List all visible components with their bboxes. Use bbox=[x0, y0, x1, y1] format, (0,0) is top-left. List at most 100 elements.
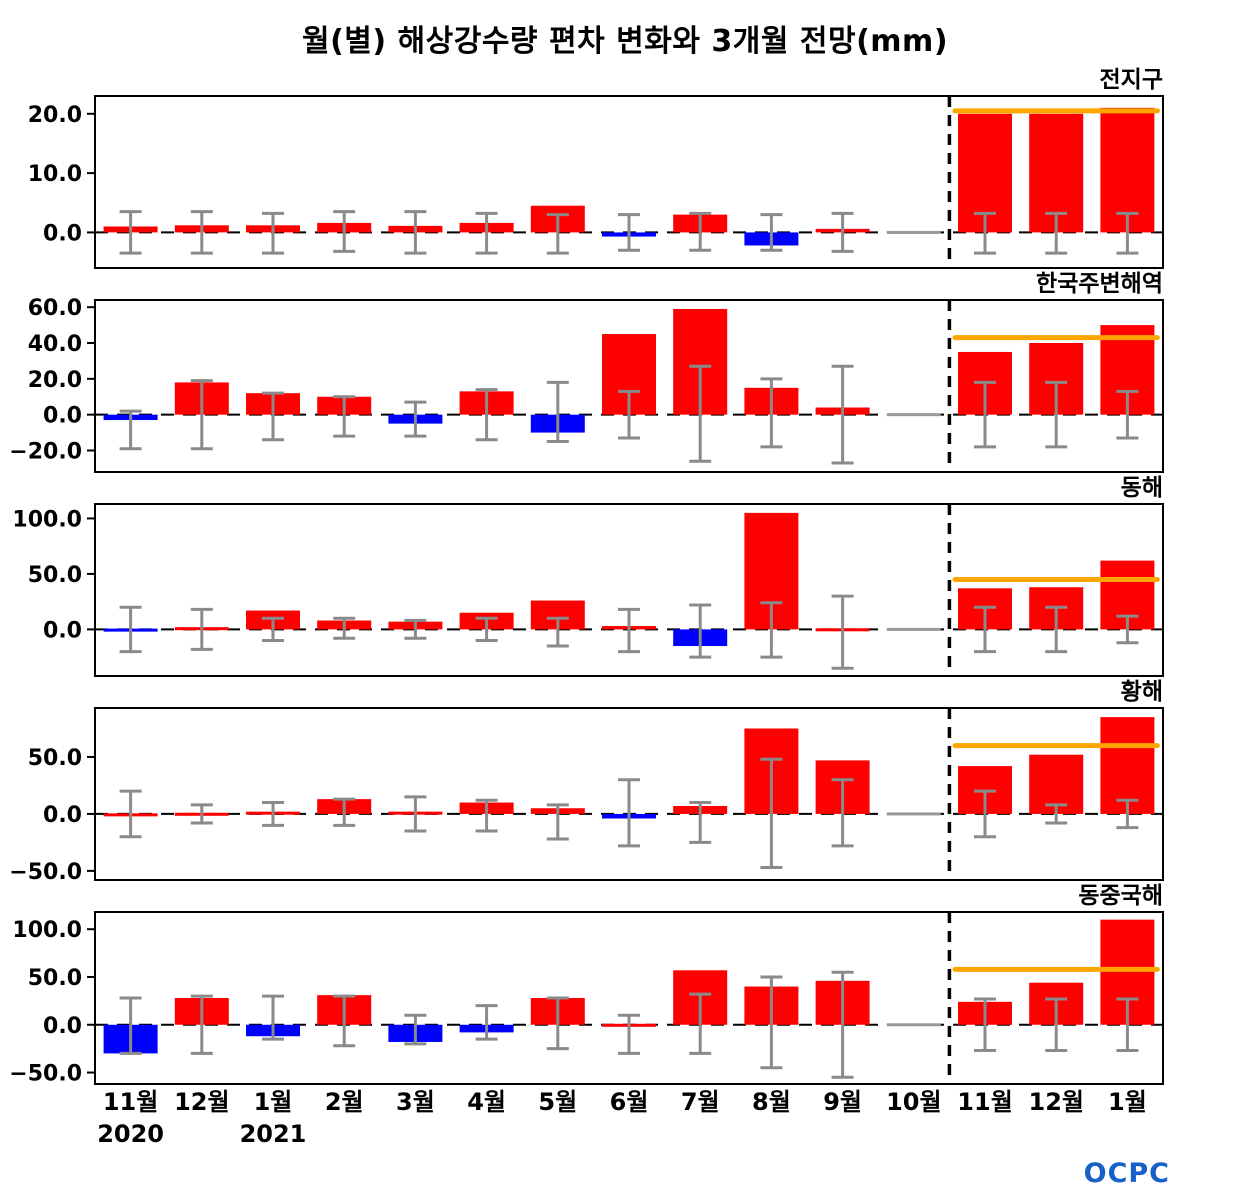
x-axis-year-labels: 2020 2021 bbox=[95, 1118, 1163, 1150]
error-bar bbox=[546, 616, 569, 648]
panel-border bbox=[94, 299, 1164, 473]
error-bar bbox=[1045, 997, 1068, 1053]
error-bar bbox=[190, 607, 213, 651]
error-bar bbox=[618, 213, 640, 252]
x-axis-labels: 11월 12월 1월 2월 3월 4월 5월 6월 7월 8월 9월 10월 11월 12월 1월 bbox=[95, 1086, 1163, 1118]
x-tick-label: 11월 bbox=[957, 1088, 1013, 1116]
x-tick-label: 5월 bbox=[538, 1088, 578, 1116]
y-tick-label: 20.0 bbox=[28, 103, 82, 128]
panel-yellow-sea: 황해 −50.0 0.0 50.0 bbox=[0, 678, 1250, 885]
x-year-label: 2020 bbox=[97, 1120, 164, 1148]
x-tick-label: 12월 bbox=[1028, 1088, 1084, 1116]
bar bbox=[886, 812, 941, 816]
error-bar bbox=[974, 211, 996, 255]
x-tick-label: 7월 bbox=[680, 1088, 720, 1116]
error-bar bbox=[1116, 389, 1139, 440]
x-tick-label: 10월 bbox=[886, 1088, 942, 1116]
error-bar bbox=[1045, 605, 1068, 654]
bar bbox=[1100, 107, 1155, 233]
error-bar bbox=[974, 789, 996, 839]
error-bar bbox=[190, 210, 213, 255]
x-tick-label: 6월 bbox=[609, 1088, 649, 1116]
x-tick-label: 2월 bbox=[324, 1088, 364, 1116]
error-bar bbox=[1116, 614, 1139, 645]
error-bar bbox=[831, 211, 854, 253]
error-bar bbox=[119, 996, 142, 1055]
panel-plot: 0.0 50.0 100.0 bbox=[0, 502, 1250, 678]
error-bar bbox=[546, 213, 569, 255]
x-tick-label: 4월 bbox=[467, 1088, 506, 1116]
panel-label: 황해 bbox=[1120, 679, 1163, 705]
y-tick-label: 40.0 bbox=[28, 332, 82, 357]
error-bar bbox=[404, 619, 427, 640]
error-bar bbox=[974, 380, 996, 449]
error-bar bbox=[404, 400, 427, 438]
error-bar bbox=[333, 994, 356, 1048]
error-bar bbox=[404, 1013, 427, 1046]
error-bar bbox=[618, 607, 640, 654]
y-tick-label: 0.0 bbox=[43, 221, 82, 246]
error-bar bbox=[546, 803, 569, 841]
x-year-label: 2021 bbox=[239, 1120, 307, 1148]
error-bar bbox=[831, 778, 854, 848]
error-bar bbox=[1045, 211, 1068, 255]
error-bar bbox=[475, 1004, 498, 1041]
error-bar bbox=[333, 616, 356, 640]
error-bar bbox=[475, 616, 498, 642]
panel-label: 동중국해 bbox=[1078, 883, 1163, 909]
panel-plot: −50.0 0.0 50.0 bbox=[0, 706, 1250, 885]
error-bar bbox=[1116, 211, 1139, 255]
x-tick-label: 9월 bbox=[823, 1088, 863, 1116]
y-tick-label: 0.0 bbox=[43, 803, 82, 828]
error-bar bbox=[689, 603, 712, 659]
error-bar bbox=[689, 801, 712, 844]
error-bar bbox=[760, 601, 783, 659]
error-bar bbox=[333, 210, 356, 253]
error-bar bbox=[618, 389, 640, 440]
panel-east-sea: 동해 0.0 50.0 100.0 bbox=[0, 474, 1250, 678]
bar bbox=[886, 413, 941, 417]
error-bar bbox=[689, 364, 712, 463]
y-tick-label: 0.0 bbox=[43, 404, 82, 429]
error-bar bbox=[760, 757, 783, 869]
y-tick-label: −50.0 bbox=[9, 860, 82, 882]
y-tick-label: 0.0 bbox=[43, 618, 82, 643]
panel-plot: 0.0 10.0 20.0 bbox=[0, 94, 1250, 270]
bar bbox=[1100, 717, 1155, 814]
panel-plot: −20.0 0.0 20.0 40.0 60.0 bbox=[0, 296, 1250, 474]
panel-svg: 0.0 10.0 20.0 bbox=[28, 95, 1164, 269]
y-tick-label: 0.0 bbox=[43, 1014, 82, 1039]
error-bar bbox=[1116, 798, 1139, 830]
panel-border bbox=[94, 911, 1164, 1085]
error-bar bbox=[333, 395, 356, 438]
x-tick-label: 11월 bbox=[102, 1088, 159, 1116]
error-bar bbox=[831, 364, 854, 465]
x-tick-label: 1월 bbox=[253, 1088, 293, 1116]
error-bar bbox=[1045, 380, 1068, 449]
x-tick-label: 3월 bbox=[396, 1088, 435, 1116]
panel-border bbox=[94, 503, 1164, 677]
panel-svg: −50.0 0.0 50.0 bbox=[9, 707, 1164, 885]
error-bar bbox=[190, 379, 213, 451]
error-bar bbox=[119, 789, 142, 839]
panel-east-china-sea: 동중국해 −50.0 0.0 50.0 100.0 bbox=[0, 882, 1250, 1087]
panel-border bbox=[94, 95, 1164, 269]
panel-plot: −50.0 0.0 50.0 100.0 bbox=[0, 910, 1250, 1087]
error-bar bbox=[262, 994, 284, 1041]
error-bar bbox=[831, 594, 854, 670]
error-bar bbox=[262, 616, 284, 642]
error-bar bbox=[974, 605, 996, 654]
error-bar bbox=[974, 997, 996, 1053]
error-bar bbox=[689, 211, 712, 252]
bar bbox=[886, 627, 941, 631]
error-bar bbox=[546, 380, 569, 444]
error-bar bbox=[760, 975, 783, 1070]
y-tick-label: 50.0 bbox=[28, 563, 82, 588]
ocpc-logo: OCPC bbox=[1083, 1158, 1170, 1189]
error-bar bbox=[831, 970, 854, 1079]
error-bar bbox=[689, 992, 712, 1055]
error-bar bbox=[119, 409, 142, 451]
error-bar bbox=[475, 211, 498, 255]
chart-title: 월(별) 해상강수량 편차 변화와 3개월 전망(mm) bbox=[301, 24, 949, 59]
